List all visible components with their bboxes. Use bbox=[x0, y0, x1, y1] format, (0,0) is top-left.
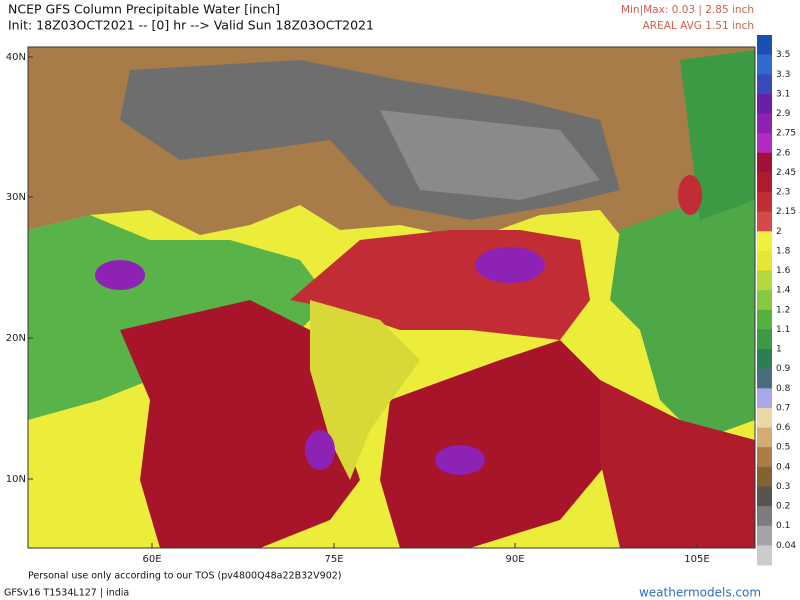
lon-label: 90E bbox=[505, 554, 524, 565]
colorbar-label: 1.1 bbox=[776, 325, 790, 335]
colorbar-swatch bbox=[757, 486, 772, 507]
lat-label: 30N bbox=[6, 192, 26, 203]
colorbar-swatch bbox=[757, 133, 772, 154]
colorbar-swatch bbox=[757, 290, 772, 311]
colorbar-label: 0.6 bbox=[776, 423, 791, 433]
colorbar-swatch bbox=[757, 388, 772, 409]
colorbar-swatch bbox=[757, 250, 772, 272]
colorbar-label: 2.9 bbox=[776, 109, 791, 119]
tos-note: Personal use only according to our TOS (… bbox=[28, 571, 342, 582]
colorbar-label: 2.75 bbox=[776, 129, 796, 139]
colorbar-swatch bbox=[757, 506, 772, 527]
subtitle: Init: 18Z03OCT2021 -- [0] hr --> Valid S… bbox=[8, 18, 374, 33]
model-info: GFSv16 T1534L127 | india bbox=[4, 588, 129, 599]
stats: AREAL AVG 1.51 inch bbox=[643, 20, 754, 32]
colorbar-swatch bbox=[757, 525, 772, 546]
colorbar-swatch bbox=[757, 466, 772, 487]
colorbar-swatch bbox=[757, 192, 772, 213]
colorbar-label: 1.6 bbox=[776, 266, 791, 276]
colorbar-label: 3.1 bbox=[776, 89, 790, 99]
colorbar-label: 2.3 bbox=[776, 188, 790, 198]
colorbar-label: 0.04 bbox=[776, 541, 796, 551]
colorbar-swatch bbox=[757, 54, 772, 75]
colorbar-label: 1.2 bbox=[776, 305, 790, 315]
map-frame bbox=[27, 46, 756, 549]
lon-label: 105E bbox=[684, 554, 709, 565]
colorbar-label: 0.3 bbox=[776, 482, 790, 492]
colorbar-label: 0.1 bbox=[776, 521, 790, 531]
stats: Min|Max: 0.03 | 2.85 inch bbox=[621, 4, 754, 16]
colorbar-label: 0.9 bbox=[776, 364, 791, 374]
lat-label: 40N bbox=[6, 52, 26, 63]
colorbar-swatch bbox=[757, 172, 772, 193]
colorbar-swatch bbox=[757, 231, 772, 252]
lon-label: 75E bbox=[324, 554, 343, 565]
colorbar-label: 1 bbox=[776, 345, 782, 355]
colorbar-label: 0.8 bbox=[776, 384, 791, 394]
colorbar-label: 2.6 bbox=[776, 148, 791, 158]
lat-label: 20N bbox=[6, 333, 26, 344]
colorbar-label: 2 bbox=[776, 227, 782, 237]
colorbar-label: 1.4 bbox=[776, 286, 791, 296]
colorbar-swatch bbox=[757, 270, 772, 291]
colorbar-swatch bbox=[757, 447, 772, 468]
colorbar-swatch bbox=[757, 152, 772, 173]
colorbar-label: 2.45 bbox=[776, 168, 796, 178]
colorbar-label: 2.15 bbox=[776, 207, 796, 217]
colorbar-label: 0.7 bbox=[776, 403, 790, 413]
colorbar-swatch bbox=[757, 329, 772, 350]
colorbar-label: 1.8 bbox=[776, 246, 791, 256]
colorbar-swatch bbox=[757, 309, 772, 330]
colorbar-swatch bbox=[757, 368, 772, 389]
colorbar-swatch bbox=[757, 74, 772, 95]
map-field bbox=[28, 47, 755, 548]
colorbar-label: 0.5 bbox=[776, 443, 790, 453]
colorbar-swatch bbox=[757, 545, 772, 566]
lon-label: 60E bbox=[142, 554, 161, 565]
title: NCEP GFS Column Precipitable Water [inch… bbox=[8, 2, 280, 17]
colorbar-swatch bbox=[757, 211, 772, 232]
colorbar-swatch bbox=[757, 35, 772, 56]
site-link[interactable]: weathermodels.com bbox=[639, 586, 761, 600]
colorbar-swatch bbox=[757, 113, 772, 134]
colorbar-label: 0.4 bbox=[776, 462, 791, 472]
lat-label: 10N bbox=[6, 474, 26, 485]
colorbar-swatch bbox=[757, 93, 772, 115]
colorbar-swatch bbox=[757, 427, 772, 448]
colorbar-label: 3.3 bbox=[776, 70, 790, 80]
colorbar-swatch bbox=[757, 407, 772, 429]
colorbar-swatch bbox=[757, 349, 772, 370]
colorbar-label: 3.5 bbox=[776, 50, 790, 60]
colorbar-label: 0.2 bbox=[776, 502, 790, 512]
